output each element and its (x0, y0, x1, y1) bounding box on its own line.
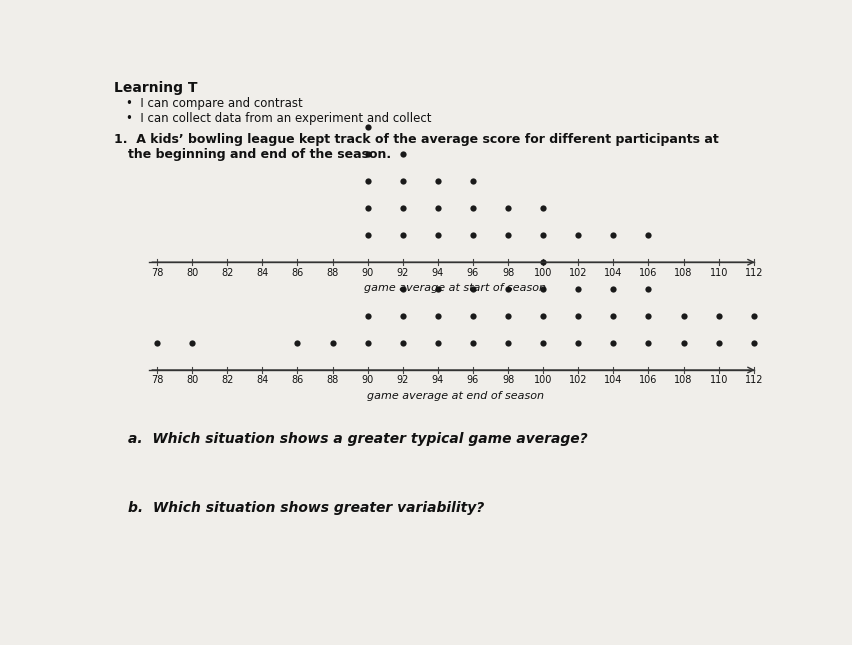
Text: 100: 100 (533, 375, 552, 386)
Text: 110: 110 (709, 375, 727, 386)
Text: 94: 94 (431, 375, 443, 386)
Text: 96: 96 (466, 268, 479, 277)
Text: •  I can compare and contrast: • I can compare and contrast (126, 97, 302, 110)
Text: 86: 86 (291, 268, 303, 277)
Text: b.  Which situation shows greater variability?: b. Which situation shows greater variabi… (128, 501, 484, 515)
Text: 1.  A kids’ bowling league kept track of the average score for different partici: 1. A kids’ bowling league kept track of … (114, 133, 718, 146)
Text: 106: 106 (638, 268, 657, 277)
Text: 92: 92 (396, 375, 408, 386)
Text: 96: 96 (466, 375, 479, 386)
Text: Learning T: Learning T (114, 81, 198, 95)
Text: a.  Which situation shows a greater typical game average?: a. Which situation shows a greater typic… (128, 432, 587, 446)
Text: game average at end of season: game average at end of season (366, 391, 544, 401)
Text: 112: 112 (744, 268, 762, 277)
Text: 102: 102 (568, 375, 587, 386)
Text: 102: 102 (568, 268, 587, 277)
Text: 98: 98 (501, 375, 514, 386)
Text: 86: 86 (291, 375, 303, 386)
Text: 90: 90 (361, 268, 373, 277)
Text: 82: 82 (221, 375, 233, 386)
Text: 108: 108 (674, 375, 692, 386)
Text: game average at start of season: game average at start of season (364, 283, 546, 293)
Text: 110: 110 (709, 268, 727, 277)
Text: 104: 104 (603, 268, 622, 277)
Text: 80: 80 (186, 268, 198, 277)
Text: 106: 106 (638, 375, 657, 386)
Text: 104: 104 (603, 375, 622, 386)
Text: 84: 84 (256, 268, 268, 277)
Text: 88: 88 (326, 375, 338, 386)
Text: 78: 78 (151, 268, 163, 277)
Text: 94: 94 (431, 268, 443, 277)
Text: the beginning and end of the season.: the beginning and end of the season. (128, 148, 391, 161)
Text: 84: 84 (256, 375, 268, 386)
Text: 78: 78 (151, 375, 163, 386)
Text: 92: 92 (396, 268, 408, 277)
Text: 88: 88 (326, 268, 338, 277)
Text: 98: 98 (501, 268, 514, 277)
Text: 80: 80 (186, 375, 198, 386)
Text: 82: 82 (221, 268, 233, 277)
Text: 108: 108 (674, 268, 692, 277)
Text: 90: 90 (361, 375, 373, 386)
Text: •  I can collect data from an experiment and collect: • I can collect data from an experiment … (126, 112, 431, 125)
Text: 100: 100 (533, 268, 552, 277)
Text: 112: 112 (744, 375, 762, 386)
